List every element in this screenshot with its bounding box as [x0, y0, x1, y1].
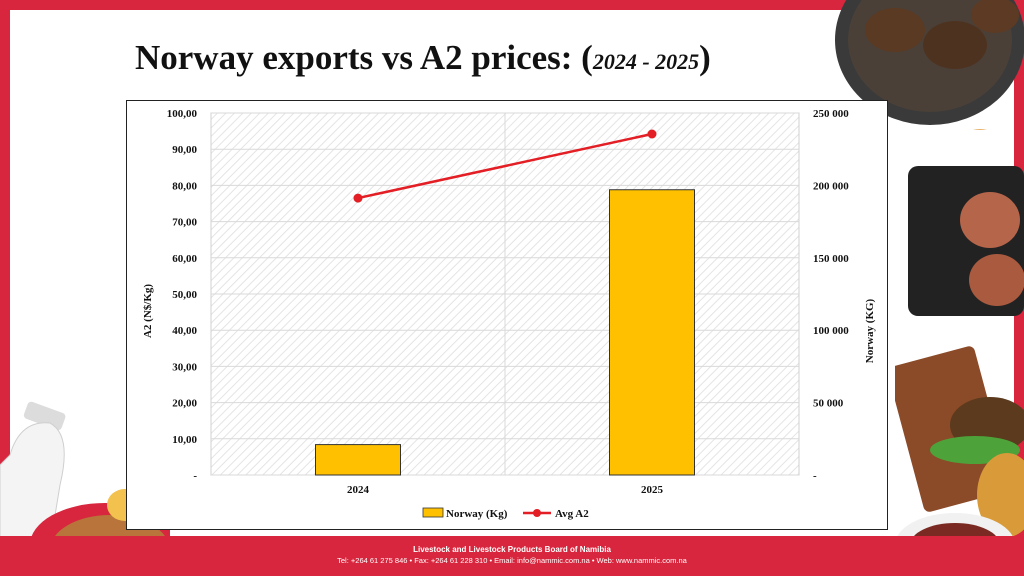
bar	[609, 189, 695, 476]
y2-tick-label: -	[813, 470, 817, 482]
footer: Livestock and Livestock Products Board o…	[0, 536, 1024, 576]
y-tick-label: 70,00	[172, 217, 197, 229]
food-pan-image	[835, 0, 1024, 130]
y-tick-label: 100,00	[167, 108, 198, 120]
y2-tick-label: 200 000	[813, 180, 849, 192]
y2-tick-label: 100 000	[813, 325, 849, 337]
legend: Norway (Kg) Avg A2	[422, 507, 589, 520]
bar-series	[315, 189, 695, 476]
chart-container: - 10,00 20,00 30,00 40,00 50,00 60,00 70,00 80,0…	[126, 100, 888, 530]
y-axis-ticks: - 10,00 20,00 30,00 40,00 50,00 60,00 70,00 80,0…	[167, 108, 198, 482]
y-tick-label: 10,00	[172, 434, 197, 446]
legend-line-marker	[533, 509, 541, 517]
gridlines	[211, 112, 799, 476]
page-title: Norway exports vs A2 prices: (2024 - 202…	[135, 38, 711, 78]
title-main: Norway exports vs A2 prices: (	[135, 38, 593, 77]
line-point	[647, 129, 657, 139]
y-tick-label: 50,00	[172, 289, 197, 301]
y-tick-label: 20,00	[172, 398, 197, 410]
legend-line-label: Avg A2	[555, 508, 589, 520]
chart: - 10,00 20,00 30,00 40,00 50,00 60,00 70,00 80,0…	[142, 108, 876, 520]
y-tick-label: -	[193, 470, 197, 482]
food-grill-image	[908, 166, 1024, 316]
y-tick-label: 80,00	[172, 180, 197, 192]
title-years: 2024 - 2025	[592, 49, 700, 74]
y2-axis-ticks: - 50 000 100 000 150 000 200 000 250 000	[813, 108, 849, 482]
y2-tick-label: 250 000	[813, 108, 849, 120]
legend-bar-label: Norway (Kg)	[446, 508, 508, 520]
y-tick-label: 60,00	[172, 253, 197, 265]
y-tick-label: 90,00	[172, 144, 197, 156]
line-point	[353, 193, 363, 203]
y-tick-label: 30,00	[172, 361, 197, 373]
y2-tick-label: 150 000	[813, 253, 849, 265]
title-close: )	[699, 38, 711, 77]
y-tick-label: 40,00	[172, 325, 197, 337]
footer-contact: Tel: +264 61 275 846 • Fax: +264 61 228 …	[337, 556, 687, 565]
y2-tick-label: 50 000	[813, 398, 844, 410]
footer-org: Livestock and Livestock Products Board o…	[413, 545, 611, 554]
y2-axis-label: Norway (KG)	[864, 298, 876, 363]
line-path	[357, 132, 653, 200]
legend-bar-swatch	[422, 507, 444, 518]
x-axis-ticks: 2024 2025	[347, 484, 664, 496]
line-series	[353, 129, 657, 203]
y-axis-label: A2 (N$/Kg)	[142, 284, 154, 338]
x-tick-label: 2025	[641, 484, 664, 496]
x-tick-label: 2024	[347, 484, 370, 496]
bar	[315, 444, 401, 476]
